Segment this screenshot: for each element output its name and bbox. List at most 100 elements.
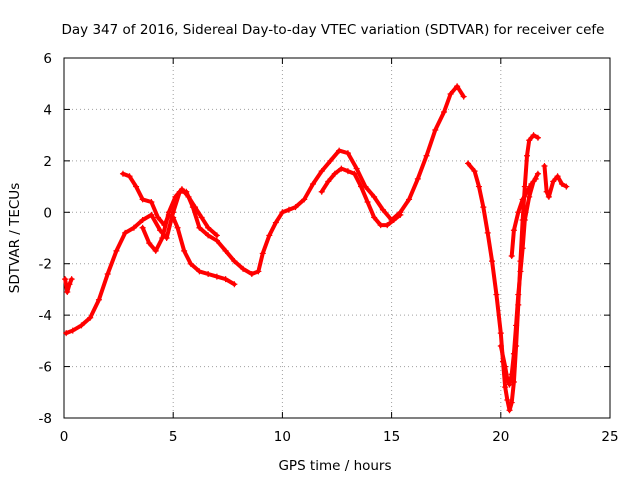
data-point	[146, 240, 153, 247]
data-point	[504, 376, 511, 383]
data-point	[87, 314, 94, 321]
data-point	[148, 199, 155, 205]
x-tick-label: 10	[274, 429, 291, 445]
data-point	[318, 168, 325, 175]
data-point	[504, 397, 511, 403]
y-tick-label: 6	[43, 51, 52, 67]
data-point	[471, 168, 478, 175]
data-point	[524, 152, 531, 159]
data-point	[222, 247, 229, 254]
data-point	[64, 289, 71, 295]
data-point	[447, 91, 454, 97]
data-point	[528, 181, 535, 187]
data-point	[222, 276, 229, 283]
data-point	[515, 291, 522, 298]
data-point	[187, 260, 194, 267]
data-point	[133, 183, 140, 190]
data-point	[384, 222, 391, 229]
data-point	[285, 206, 292, 213]
data-point	[344, 168, 351, 175]
data-point	[371, 214, 378, 221]
data-point	[465, 160, 472, 167]
data-point	[325, 178, 332, 185]
y-tick-label: -6	[39, 360, 52, 376]
series-trace	[64, 84, 466, 336]
series-trace	[63, 277, 74, 294]
y-tick-label: 2	[43, 154, 52, 170]
data-point	[508, 399, 515, 406]
chart-title: Day 347 of 2016, Sidereal Day-to-day VTE…	[62, 22, 605, 38]
data-point	[519, 245, 526, 252]
data-point	[530, 132, 537, 139]
data-series	[62, 83, 570, 414]
data-point	[231, 258, 238, 265]
data-point	[515, 209, 522, 216]
data-point	[66, 281, 73, 288]
data-point	[506, 407, 513, 414]
data-point	[192, 204, 199, 211]
data-point	[205, 224, 212, 231]
y-tick-label: 4	[43, 102, 52, 118]
data-point	[513, 322, 520, 329]
data-point	[397, 211, 404, 218]
grid	[64, 58, 610, 418]
series-8	[508, 175, 539, 259]
data-point	[517, 268, 524, 275]
series-3	[119, 170, 238, 288]
data-point	[139, 217, 146, 223]
data-point	[364, 199, 371, 205]
data-point	[213, 237, 220, 244]
data-point	[152, 247, 159, 254]
data-point	[196, 268, 203, 275]
data-point	[441, 109, 448, 115]
data-point	[336, 147, 343, 154]
data-point	[69, 327, 76, 334]
data-point	[213, 273, 220, 280]
data-point	[113, 247, 120, 254]
data-point	[406, 196, 413, 203]
data-point	[558, 181, 565, 187]
data-point	[353, 165, 360, 172]
data-point	[414, 175, 421, 182]
data-point	[390, 217, 397, 223]
data-point	[493, 291, 500, 298]
series-1	[62, 276, 75, 295]
data-point	[95, 296, 102, 303]
data-point	[104, 271, 111, 277]
x-tick-label: 20	[492, 429, 509, 445]
data-point	[344, 150, 351, 157]
data-point	[154, 214, 161, 221]
data-point	[122, 229, 129, 236]
series-trace	[466, 133, 540, 413]
data-point	[174, 224, 181, 231]
data-point	[475, 183, 482, 190]
x-axis-label: GPS time / hours	[278, 458, 391, 474]
data-point	[301, 196, 308, 203]
data-point	[165, 209, 172, 216]
data-point	[534, 170, 541, 177]
data-point	[240, 265, 247, 272]
data-point	[432, 127, 439, 133]
data-point	[351, 170, 358, 177]
y-tick-label: -8	[39, 411, 52, 427]
series-9	[541, 163, 570, 200]
data-point	[248, 271, 255, 277]
data-point	[318, 188, 325, 195]
data-point	[198, 214, 205, 221]
data-point	[205, 232, 212, 239]
y-axis-label: SDTVAR / TECUs	[7, 183, 23, 293]
data-point	[205, 271, 212, 277]
data-point	[292, 204, 299, 211]
data-point	[178, 186, 185, 193]
data-point	[554, 173, 561, 180]
data-point	[272, 219, 279, 226]
data-point	[338, 165, 345, 172]
data-point	[526, 193, 533, 200]
data-point	[563, 183, 570, 190]
data-point	[379, 206, 386, 213]
data-point	[139, 224, 146, 231]
series-2	[63, 83, 467, 337]
plot-frame	[63, 57, 611, 419]
data-point	[279, 209, 286, 216]
data-point	[510, 350, 517, 357]
